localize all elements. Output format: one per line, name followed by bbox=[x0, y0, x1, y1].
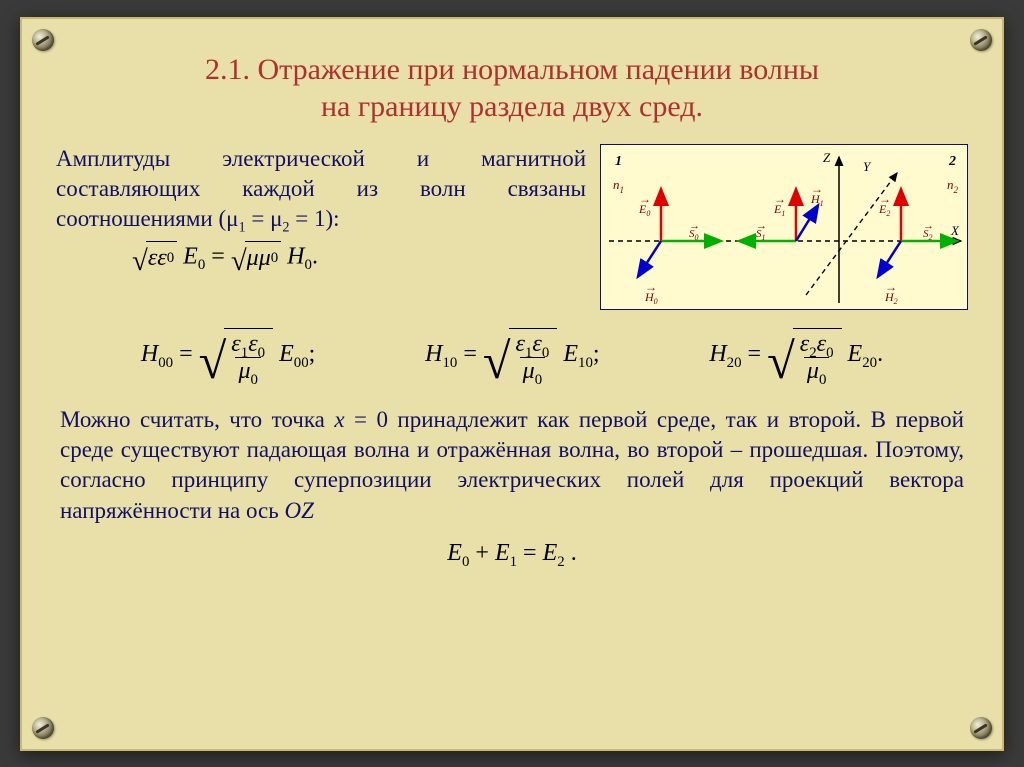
rivet-decoration bbox=[970, 717, 992, 739]
rivet-decoration bbox=[32, 29, 54, 51]
mu-sub-1: 1 bbox=[238, 220, 245, 236]
svg-text:n1: n1 bbox=[613, 177, 624, 195]
para2-a: Можно считать, что точка bbox=[60, 407, 334, 432]
para2-oz: OZ bbox=[285, 498, 314, 523]
equation-relation: √εε0 E0 = √μμ0 H0. bbox=[132, 241, 586, 275]
equation-H20: H20 = √ ε2ε0μ0 E20. bbox=[709, 328, 883, 383]
svg-text:X: X bbox=[950, 223, 960, 238]
sqrt-rhs: √μμ0 bbox=[231, 241, 281, 275]
rivet-decoration bbox=[32, 717, 54, 739]
intro-text-b: = μ bbox=[246, 206, 283, 231]
para2-x: x bbox=[334, 407, 344, 432]
svg-text:1: 1 bbox=[615, 154, 622, 169]
equation-row: H00 = √ ε1ε0μ0 E00; H10 = √ ε1ε0μ0 E10; … bbox=[86, 328, 938, 383]
superposition-paragraph: Можно считать, что точка x = 0 принадлеж… bbox=[60, 405, 964, 526]
rivet-decoration bbox=[970, 29, 992, 51]
svg-text:Y: Y bbox=[863, 159, 872, 174]
intro-paragraph: Амплитуды электрической и магнитной сост… bbox=[56, 144, 586, 283]
wave-diagram: Z X Y 1 2 n1 n2 → E0 → S0 → bbox=[600, 144, 968, 310]
sqrt-lhs: √εε0 bbox=[132, 241, 177, 275]
wave-diagram-svg: Z X Y 1 2 n1 n2 → E0 → S0 → bbox=[601, 145, 969, 311]
mu-sub-2: 2 bbox=[282, 220, 289, 236]
intro-row: Амплитуды электрической и магнитной сост… bbox=[56, 144, 968, 310]
slide-title: 2.1. Отражение при нормальном падении во… bbox=[86, 51, 938, 126]
equation-H10: H10 = √ ε1ε0μ0 E10; bbox=[425, 328, 599, 383]
svg-text:Z: Z bbox=[823, 150, 831, 165]
intro-text-c: = 1): bbox=[290, 206, 340, 231]
svg-text:n2: n2 bbox=[947, 177, 959, 195]
equation-H00: H00 = √ ε1ε0μ0 E00; bbox=[141, 328, 315, 383]
equation-superposition: E0 + E1 = E2 . bbox=[56, 540, 968, 567]
slide-frame: 2.1. Отражение при нормальном падении во… bbox=[20, 17, 1004, 751]
title-line-1: 2.1. Отражение при нормальном падении во… bbox=[205, 53, 819, 86]
title-line-2: на границу раздела двух сред. bbox=[321, 90, 703, 123]
svg-text:2: 2 bbox=[948, 154, 956, 169]
